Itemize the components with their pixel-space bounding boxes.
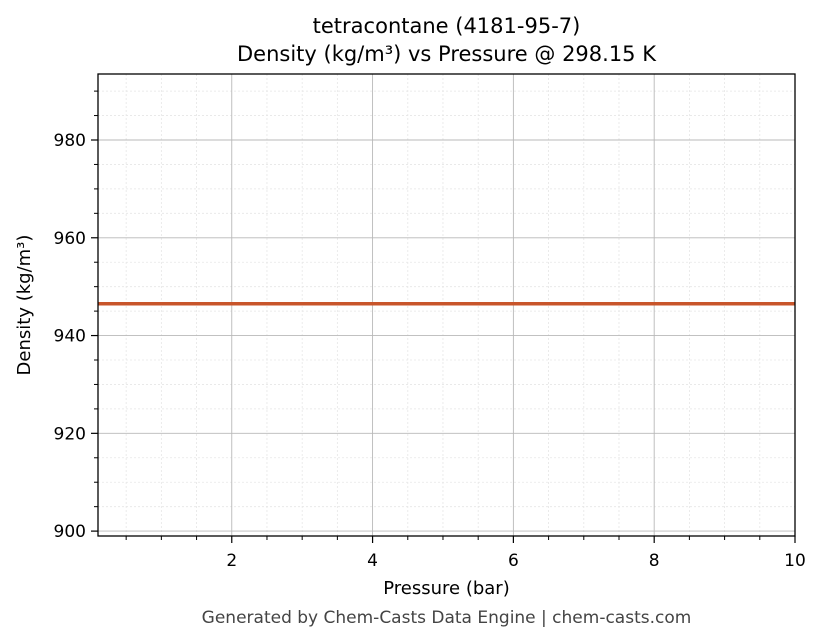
y-tick-label: 980	[54, 131, 86, 151]
y-tick-label: 920	[54, 424, 86, 444]
x-tick-label: 10	[784, 551, 806, 571]
x-tick-label: 8	[649, 551, 660, 571]
y-axis-label: Density (kg/m³)	[14, 235, 35, 376]
chart-title: tetracontane (4181-95-7)	[312, 14, 581, 38]
footer-credit: Generated by Chem-Casts Data Engine | ch…	[201, 608, 692, 628]
y-tick-label: 960	[54, 229, 86, 249]
x-tick-label: 2	[226, 551, 237, 571]
chart-subtitle: Density (kg/m³) vs Pressure @ 298.15 K	[236, 42, 656, 66]
plot-frame	[97, 73, 796, 537]
x-tick-label: 6	[508, 551, 519, 571]
y-tick-label: 900	[54, 522, 86, 542]
x-tick-label: 4	[367, 551, 378, 571]
y-tick-label: 940	[54, 327, 86, 347]
x-axis-label: Pressure (bar)	[383, 578, 509, 599]
